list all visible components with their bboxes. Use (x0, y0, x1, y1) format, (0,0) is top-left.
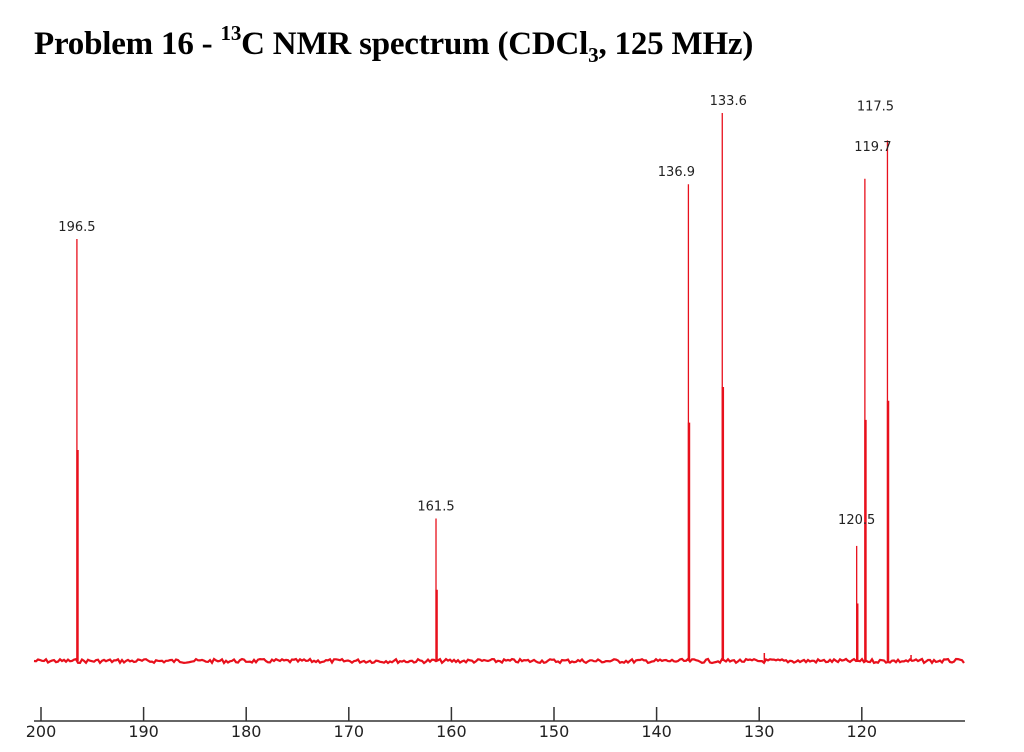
spectrum-peaks (76, 113, 890, 661)
peak-label: 136.9 (658, 165, 695, 180)
x-tick-label: 140 (641, 722, 672, 741)
peak-label: 119.7 (854, 140, 891, 155)
peak-label: 196.5 (58, 220, 95, 235)
title-isotope: 13 (220, 21, 242, 45)
peak-119-7 (864, 178, 867, 661)
baseline-noise (33, 657, 965, 665)
peak-label: 117.5 (857, 99, 894, 114)
title-prefix: Problem 16 - (34, 26, 221, 62)
x-axis: 200 190 180 170 160 150 140 130 120 (26, 707, 965, 741)
peak-117-5 (886, 140, 890, 661)
x-tick-label: 180 (231, 722, 262, 741)
title-main: C NMR spectrum (CDCl (241, 26, 589, 62)
peak-133-6 (721, 113, 725, 661)
peak-label: 120.5 (838, 513, 875, 528)
peak-136-9 (687, 184, 691, 661)
peak-label: 161.5 (417, 500, 454, 515)
x-tick-label: 120 (847, 722, 878, 741)
spectrum-baseline (33, 653, 965, 665)
title-subscript: 3 (588, 43, 599, 67)
chart-title: Problem 16 - 13C NMR spectrum (CDCl3, 12… (34, 23, 754, 66)
x-tick-label: 160 (436, 722, 467, 741)
x-tick-label: 190 (128, 722, 159, 741)
title-suffix: , 125 MHz) (598, 26, 754, 62)
x-tick-label: 130 (744, 722, 775, 741)
peak-196-5 (76, 239, 79, 661)
peak-labels: 196.5 161.5 136.9 133.6 120.5 119.7 117.5 (58, 94, 894, 528)
x-tick-label: 200 (26, 722, 57, 741)
x-tick-label: 170 (334, 722, 365, 741)
peak-161-5 (435, 518, 438, 661)
peak-label: 133.6 (710, 94, 747, 109)
x-tick-label: 150 (539, 722, 570, 741)
peak-120-5 (856, 545, 859, 661)
